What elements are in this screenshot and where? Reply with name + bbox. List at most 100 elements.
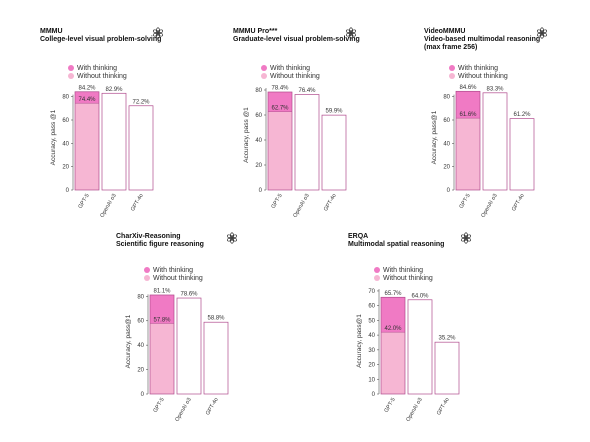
bar-value-label: 83.3% bbox=[486, 86, 504, 92]
openai-logo-icon bbox=[226, 232, 238, 244]
x-category-label: OpenAI o3 bbox=[480, 193, 498, 219]
y-tick-label: 40 bbox=[62, 141, 69, 147]
legend-label-with-thinking: With thinking bbox=[383, 267, 423, 274]
y-axis-label: Accuracy, pass@1 bbox=[431, 110, 438, 164]
y-tick-label: 50 bbox=[368, 318, 375, 324]
openai-logo-icon bbox=[345, 27, 357, 39]
y-tick-label: 20 bbox=[137, 368, 144, 374]
chart-subtitle: Scientific figure reasoning bbox=[116, 241, 204, 248]
bar-outline bbox=[294, 94, 320, 191]
bar-outline bbox=[380, 296, 406, 395]
chart-subtitle: Video-based multimodal reasoning bbox=[424, 36, 540, 43]
x-category-label: GPT-4o bbox=[436, 397, 451, 416]
y-axis-label: Accuracy, pass@1 bbox=[125, 314, 132, 368]
y-tick-label: 40 bbox=[137, 343, 144, 349]
chart-subtitle: (max frame 256) bbox=[424, 44, 477, 51]
x-category-label: OpenAI o3 bbox=[405, 397, 423, 423]
chart-title: MMMU bbox=[40, 28, 63, 35]
x-category-label: OpenAI o3 bbox=[99, 193, 117, 219]
legend-swatch-with-thinking bbox=[261, 65, 267, 71]
legend-swatch-without-thinking bbox=[144, 275, 150, 281]
bar-outline bbox=[128, 105, 154, 191]
chart-title: ERQA bbox=[348, 233, 368, 240]
bar-value-label: 35.2% bbox=[438, 336, 456, 342]
legend-swatch-without-thinking bbox=[68, 73, 74, 79]
y-tick-label: 80 bbox=[443, 95, 450, 101]
legend-label-without-thinking: Without thinking bbox=[383, 275, 433, 282]
bar-without-thinking bbox=[456, 118, 480, 190]
legend-label-without-thinking: Without thinking bbox=[77, 73, 127, 80]
logo-petal bbox=[536, 29, 544, 35]
bar-outline bbox=[407, 299, 433, 395]
y-tick-label: 40 bbox=[443, 141, 450, 147]
y-tick-label: 60 bbox=[368, 304, 375, 310]
bar-inner-label: 42.0% bbox=[384, 326, 402, 332]
y-tick-label: 10 bbox=[368, 377, 375, 383]
logo-petal bbox=[345, 29, 353, 35]
bar-value-label: 84.6% bbox=[459, 85, 477, 91]
y-tick-label: 0 bbox=[372, 392, 376, 398]
x-category-label: GPT-5 bbox=[384, 397, 397, 414]
x-category-label: GPT-4o bbox=[511, 193, 526, 212]
bar-value-label: 72.2% bbox=[132, 99, 150, 105]
x-category-label: OpenAI o3 bbox=[292, 193, 310, 219]
chart-title: MMMU Pro*** bbox=[233, 28, 278, 35]
logo-petal bbox=[460, 234, 468, 240]
y-tick-label: 0 bbox=[66, 188, 70, 194]
x-category-label: GPT-4o bbox=[130, 193, 145, 212]
y-tick-label: 20 bbox=[443, 165, 450, 171]
bar-value-label: 76.4% bbox=[298, 88, 316, 94]
bar-outline bbox=[149, 294, 175, 395]
openai-logo-icon bbox=[536, 27, 548, 39]
bar-with-thinking bbox=[150, 294, 174, 324]
legend-swatch-without-thinking bbox=[374, 275, 380, 281]
bar-inner-label: 61.6% bbox=[459, 112, 477, 118]
bar-value-label: 78.4% bbox=[271, 86, 289, 92]
bar-inner-label: 57.8% bbox=[153, 317, 171, 323]
y-tick-label: 0 bbox=[259, 188, 263, 194]
y-tick-label: 30 bbox=[368, 348, 375, 354]
chart-title: CharXiv-Reasoning bbox=[116, 233, 181, 240]
bar-outline bbox=[74, 91, 100, 191]
legend-swatch-without-thinking bbox=[261, 73, 267, 79]
y-tick-label: 60 bbox=[137, 319, 144, 325]
bar-outline bbox=[455, 90, 481, 191]
bar-value-label: 82.9% bbox=[105, 87, 123, 93]
legend-swatch-with-thinking bbox=[68, 65, 74, 71]
bar-without-thinking bbox=[268, 111, 292, 190]
bar-inner-label: 74.4% bbox=[78, 97, 96, 103]
legend-label-with-thinking: With thinking bbox=[458, 65, 498, 72]
legend-label-with-thinking: With thinking bbox=[270, 65, 310, 72]
x-category-label: GPT-5 bbox=[459, 193, 472, 210]
y-tick-label: 70 bbox=[368, 289, 375, 295]
legend-swatch-with-thinking bbox=[144, 267, 150, 273]
legend-label-without-thinking: Without thinking bbox=[270, 73, 320, 80]
bar-inner-label: 62.7% bbox=[271, 106, 289, 112]
x-category-label: GPT-5 bbox=[153, 397, 166, 414]
y-tick-label: 20 bbox=[255, 163, 262, 169]
chart-subtitle: College-level visual problem-solving bbox=[40, 36, 161, 43]
y-tick-label: 0 bbox=[447, 188, 451, 194]
bar-outline bbox=[203, 321, 229, 395]
logo-petal bbox=[152, 29, 160, 35]
bar-value-label: 65.7% bbox=[384, 291, 402, 297]
legend-swatch-with-thinking bbox=[449, 65, 455, 71]
chart-subtitle: Graduate-level visual problem-solving bbox=[233, 36, 360, 43]
y-tick-label: 80 bbox=[255, 88, 262, 94]
bar-with-thinking bbox=[268, 92, 292, 112]
y-tick-label: 80 bbox=[62, 95, 69, 101]
openai-logo-icon bbox=[460, 232, 472, 244]
y-tick-label: 0 bbox=[141, 392, 145, 398]
y-tick-label: 60 bbox=[62, 118, 69, 124]
bar-without-thinking bbox=[75, 103, 99, 190]
chart-subtitle: Multimodal spatial reasoning bbox=[348, 241, 444, 248]
legend-swatch-without-thinking bbox=[449, 73, 455, 79]
logo-petal bbox=[226, 234, 234, 240]
